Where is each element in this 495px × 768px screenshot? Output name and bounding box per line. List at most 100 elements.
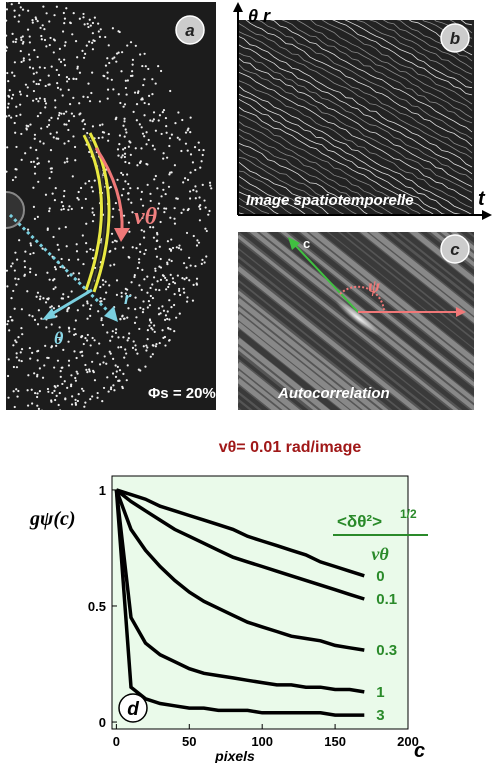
series-label: 3 (376, 707, 384, 724)
particle (36, 157, 38, 159)
particle (136, 164, 138, 166)
particle (38, 309, 40, 311)
particle (29, 35, 31, 37)
particle (54, 399, 56, 401)
particle (53, 366, 55, 368)
particle (77, 372, 79, 374)
particle (27, 125, 29, 127)
particle (68, 78, 70, 80)
particle (50, 117, 52, 119)
particle (138, 284, 140, 286)
particle (110, 388, 112, 390)
particle (58, 305, 60, 307)
particle (29, 268, 31, 270)
particle (128, 337, 130, 339)
particle (123, 120, 125, 122)
particle (20, 50, 22, 52)
particle (120, 172, 122, 174)
particle (67, 275, 69, 277)
particle (16, 366, 18, 368)
particle (196, 278, 198, 280)
particle (194, 185, 196, 187)
particle (68, 120, 70, 122)
particle (166, 132, 168, 134)
particle (6, 146, 8, 148)
particle (21, 159, 23, 161)
particle (178, 247, 180, 249)
particle (6, 8, 8, 10)
particle (153, 111, 155, 113)
particle (34, 166, 36, 168)
particle (74, 146, 76, 148)
particle (149, 119, 151, 121)
particle (118, 143, 120, 145)
particle (58, 74, 60, 76)
particle (33, 73, 35, 75)
particle (117, 30, 119, 32)
particle (57, 117, 59, 119)
particle (18, 20, 20, 22)
particle (50, 171, 52, 173)
panel-letter: b (450, 29, 460, 48)
particle (14, 168, 16, 170)
particle (102, 131, 104, 133)
particle (141, 289, 143, 291)
particle (143, 237, 145, 239)
particle (63, 113, 65, 115)
particle (194, 265, 196, 267)
particle (115, 332, 117, 334)
particle (14, 308, 16, 310)
particle (148, 95, 150, 97)
particle (80, 187, 82, 189)
particle (58, 58, 60, 60)
particle (100, 28, 102, 30)
particle (66, 161, 68, 163)
particle (39, 27, 41, 29)
particle (166, 263, 168, 265)
x-tick-label: 0 (113, 734, 120, 749)
particle (128, 162, 130, 164)
particle (24, 274, 26, 276)
particle (183, 262, 185, 264)
particle (33, 410, 35, 412)
particle (183, 209, 185, 211)
particle (54, 286, 56, 288)
particle (24, 266, 26, 268)
particle (111, 336, 113, 338)
particle (31, 389, 33, 391)
particle (156, 256, 158, 258)
particle (57, 87, 59, 89)
particle (139, 53, 141, 55)
particle (114, 248, 116, 250)
psi-label: ψ (368, 276, 381, 296)
particle (201, 259, 203, 261)
particle (168, 339, 170, 341)
particle (24, 260, 26, 262)
particle (180, 212, 182, 214)
particle (67, 209, 69, 211)
particle (29, 123, 31, 125)
particle (145, 143, 147, 145)
particle (166, 318, 168, 320)
particle (202, 184, 204, 186)
particle (112, 27, 114, 29)
particle (152, 353, 154, 355)
particle (128, 140, 130, 142)
particle (62, 297, 64, 299)
particle (63, 190, 65, 192)
particle (125, 87, 127, 89)
particle (121, 51, 123, 53)
particle (68, 364, 70, 366)
particle (47, 388, 49, 390)
particle (129, 187, 131, 189)
particle (194, 146, 196, 148)
particle (72, 97, 74, 99)
particle (68, 89, 70, 91)
particle (181, 277, 183, 279)
particle (32, 252, 34, 254)
particle (57, 411, 59, 413)
particle (148, 325, 150, 327)
particle (165, 288, 167, 290)
particle (91, 186, 93, 188)
particle (71, 33, 73, 35)
